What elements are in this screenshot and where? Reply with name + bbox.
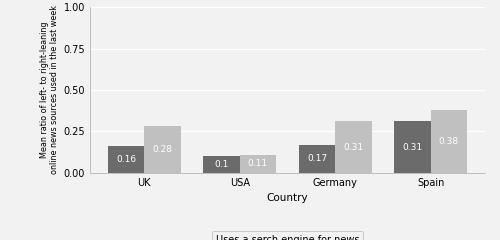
Bar [394,121,431,173]
Text: 0.28: 0.28 [152,145,172,154]
Text: 0.31: 0.31 [402,143,422,152]
Bar [108,146,144,173]
Bar [144,126,180,173]
Text: 0.11: 0.11 [248,159,268,168]
Text: 0.16: 0.16 [116,155,136,164]
Bar [336,121,372,173]
Bar [240,155,276,173]
Bar [431,110,467,173]
Y-axis label: Mean ratio of left- to right-leaning
online news sources used in the last week: Mean ratio of left- to right-leaning onl… [40,6,60,174]
Bar [204,156,240,173]
Bar [299,145,336,173]
Text: 0.38: 0.38 [439,137,459,146]
Text: 0.31: 0.31 [344,143,363,152]
X-axis label: Country: Country [266,193,308,203]
Text: 0.1: 0.1 [214,160,229,169]
Legend: No, Yes: No, Yes [212,231,363,240]
Text: 0.17: 0.17 [307,154,327,163]
